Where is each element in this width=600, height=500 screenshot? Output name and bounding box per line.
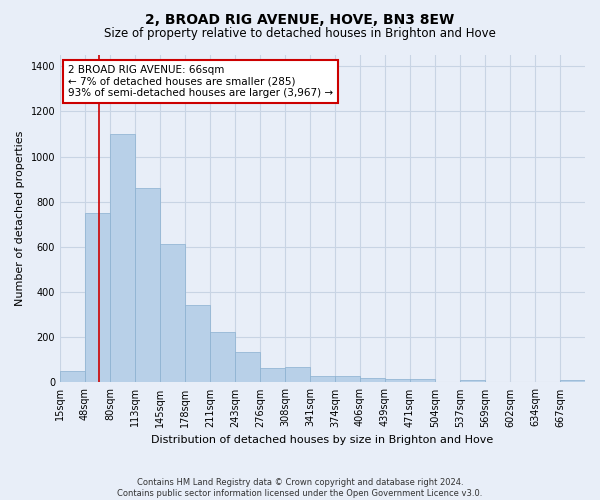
Bar: [560, 380, 585, 382]
Bar: [235, 352, 260, 382]
Text: Contains HM Land Registry data © Crown copyright and database right 2024.
Contai: Contains HM Land Registry data © Crown c…: [118, 478, 482, 498]
Bar: [60, 371, 85, 382]
Y-axis label: Number of detached properties: Number of detached properties: [15, 131, 25, 306]
Bar: [310, 376, 335, 382]
Bar: [360, 378, 385, 382]
Bar: [85, 213, 110, 382]
Bar: [335, 376, 360, 382]
Bar: [410, 379, 435, 382]
Bar: [210, 332, 235, 382]
Bar: [460, 380, 485, 382]
X-axis label: Distribution of detached houses by size in Brighton and Hove: Distribution of detached houses by size …: [151, 435, 494, 445]
Bar: [285, 366, 310, 382]
Bar: [135, 188, 160, 382]
Bar: [385, 379, 410, 382]
Text: 2 BROAD RIG AVENUE: 66sqm
← 7% of detached houses are smaller (285)
93% of semi-: 2 BROAD RIG AVENUE: 66sqm ← 7% of detach…: [68, 65, 333, 98]
Bar: [185, 304, 210, 382]
Bar: [160, 244, 185, 382]
Bar: [110, 134, 135, 382]
Text: Size of property relative to detached houses in Brighton and Hove: Size of property relative to detached ho…: [104, 28, 496, 40]
Bar: [260, 368, 285, 382]
Text: 2, BROAD RIG AVENUE, HOVE, BN3 8EW: 2, BROAD RIG AVENUE, HOVE, BN3 8EW: [145, 12, 455, 26]
